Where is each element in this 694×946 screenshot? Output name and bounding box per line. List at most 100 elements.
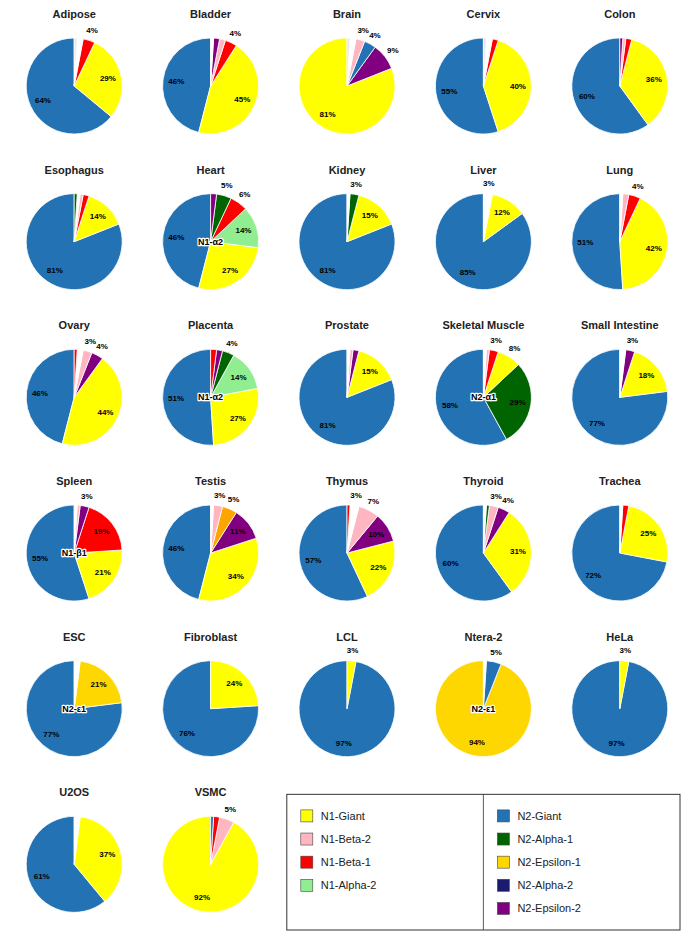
pie-slice [74, 195, 89, 242]
data-label: 57% [305, 556, 321, 565]
legend-swatch [497, 810, 509, 822]
legend-item: N2-Epsilon-2 [497, 902, 581, 914]
pie-chart: Thymus57%22%10%7%3% [299, 475, 395, 601]
legend-item: N2-Alpha-2 [497, 879, 573, 891]
pie-slice [620, 38, 623, 86]
data-label: 85% [460, 268, 476, 277]
pie-slice [199, 538, 259, 601]
annotation: N2-ε1 [62, 704, 86, 714]
pie-slice [483, 38, 486, 86]
legend-label: N2-Alpha-2 [517, 879, 573, 891]
pie-slice [163, 661, 259, 757]
pie-slice [74, 661, 80, 709]
pie-chart: Skeletal Muscle58%29%8%3%N2-α1 [435, 319, 531, 445]
data-label: 55% [441, 87, 457, 96]
data-label: 3% [490, 336, 502, 345]
chart-title: Thyroid [463, 475, 503, 487]
data-label: 15% [362, 367, 378, 376]
data-label: 21% [95, 568, 111, 577]
pie-chart: Cervix 55% 40% [435, 8, 531, 134]
pie-slice [199, 242, 259, 290]
pie-slice [483, 505, 498, 553]
legend-label: N2-Giant [517, 810, 561, 822]
pie-slice [211, 661, 259, 709]
pie-chart: Kidney81%15%3% [299, 164, 395, 290]
pie: 77%18%3% [572, 336, 668, 445]
pie-slice [299, 349, 395, 445]
annotation: N2-α1 [471, 392, 496, 402]
pie-slice [211, 194, 231, 242]
chart-title: Kidney [329, 164, 367, 176]
pie-chart: Fibroblast 76%24% [163, 631, 259, 757]
pie: 76%24% [163, 661, 259, 757]
data-label: 72% [585, 571, 601, 580]
data-label: 76% [179, 729, 195, 738]
pie-slice [620, 195, 640, 242]
pie-slice [483, 661, 501, 709]
data-label: 27% [230, 414, 246, 423]
chart-title: Cervix [467, 8, 502, 20]
data-label: 60% [579, 92, 595, 101]
data-label: 25% [640, 529, 656, 538]
pie-slice [620, 38, 632, 86]
pie: 61%37% [26, 816, 122, 912]
data-label: 18% [638, 371, 654, 380]
data-label: 31% [510, 547, 526, 556]
data-label: 42% [646, 244, 662, 253]
chart-title: LCL [336, 631, 358, 643]
legend-item: N2-Epsilon-1 [497, 856, 581, 868]
data-label: 81% [320, 421, 336, 430]
pie-slice [211, 38, 214, 86]
pie-slice [26, 661, 122, 757]
pie-slice [620, 505, 629, 553]
legend-label: N1-Beta-2 [321, 833, 371, 845]
legend-label: N2-Alpha-1 [517, 833, 573, 845]
data-label: 94% [469, 738, 485, 747]
chart-title: ESC [63, 631, 86, 643]
data-label: 40% [510, 82, 526, 91]
pie-slice [347, 39, 365, 86]
pie-slice [163, 816, 259, 912]
pie-slice [620, 506, 668, 562]
pie: 81%9%4%3% [299, 26, 399, 134]
pie-chart: Placenta 51%27%14%4%N1-α2 [163, 319, 259, 445]
legend-item: N2-Giant [497, 810, 561, 822]
pie: 72% 25% [572, 505, 668, 601]
pie: 46%34%11%5%3% [163, 491, 259, 601]
pie-slice [483, 195, 522, 242]
data-label: 81% [320, 110, 336, 119]
pie-slice [26, 505, 89, 601]
data-label: 5% [228, 495, 240, 504]
pie-chart: Liver85%12%3% [435, 164, 531, 290]
pie-slice [74, 349, 83, 397]
pie-chart: ESC77%21%N2-ε1 [26, 631, 122, 757]
pie-slice [299, 194, 395, 290]
pie: 51%27%14%4%N1-α2 [163, 339, 259, 445]
pie-slice [211, 505, 223, 553]
data-label: 11% [230, 527, 246, 536]
chart-title: Placenta [188, 319, 234, 331]
pie: 55%21%19%3%N1-β1 [26, 492, 122, 601]
pie: 92%5% [163, 805, 259, 912]
data-label: 4% [96, 342, 108, 351]
data-label: 10% [368, 530, 384, 539]
chart-title: Bladder [190, 8, 232, 20]
pie-slice [211, 817, 234, 864]
pie-slice [74, 194, 83, 242]
pie-slice [347, 350, 359, 398]
data-label: 19% [93, 527, 109, 536]
data-label: 4% [86, 26, 98, 35]
data-label: 4% [230, 29, 242, 38]
legend-label: N2-Epsilon-1 [517, 856, 581, 868]
legend-divider [483, 794, 484, 930]
legend-item: N2-Alpha-1 [497, 833, 573, 845]
pie-slice [620, 505, 623, 553]
pie-slice [620, 194, 629, 242]
chart-title: Fibroblast [184, 631, 238, 643]
annotation: N1-β1 [62, 548, 87, 558]
pie-slice [74, 816, 80, 864]
data-label: 5% [224, 805, 236, 814]
annotation: N2-ε1 [472, 704, 496, 714]
chart-title: Thymus [326, 475, 368, 487]
data-label: 77% [589, 419, 605, 428]
